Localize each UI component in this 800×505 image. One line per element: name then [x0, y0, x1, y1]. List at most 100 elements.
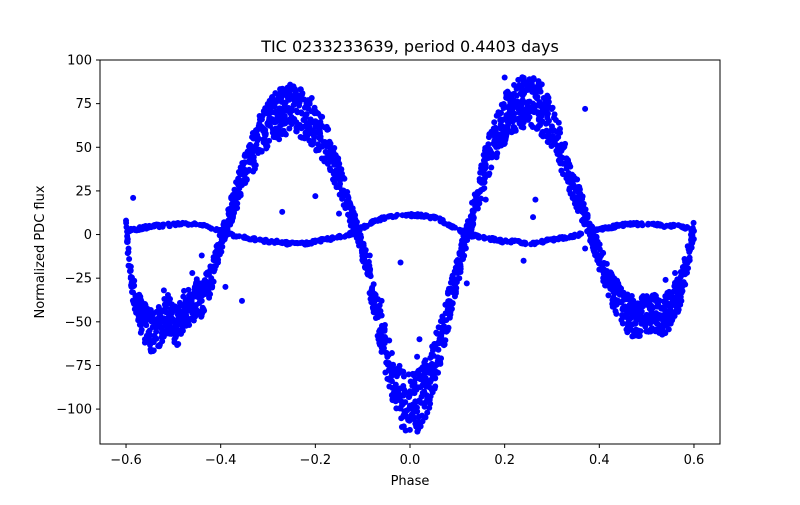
x-axis-ticks: −0.6 −0.4 −0.2 0.0 0.2 0.4 0.6 [110, 444, 704, 468]
data-point [372, 315, 379, 322]
data-point [596, 252, 603, 259]
data-point [580, 219, 587, 226]
data-point [146, 327, 153, 334]
data-point [124, 235, 131, 242]
data-point [662, 330, 669, 337]
data-point [547, 137, 554, 144]
data-point-secondary [191, 220, 198, 227]
data-point [171, 336, 178, 343]
data-point-secondary [364, 222, 371, 229]
data-point [369, 287, 376, 294]
data-point [454, 269, 461, 276]
data-point [619, 312, 626, 318]
data-point [572, 176, 579, 183]
data-point [605, 292, 612, 299]
data-point [336, 173, 343, 180]
data-point [473, 196, 480, 203]
data-point [446, 298, 453, 305]
y-tick-label: 50 [75, 141, 92, 156]
data-point [587, 236, 594, 243]
data-point-outlier [596, 266, 603, 273]
data-point [334, 168, 341, 175]
data-point [255, 135, 262, 142]
data-point [618, 285, 625, 292]
data-point [424, 409, 431, 416]
data-point [495, 143, 502, 150]
data-point [243, 152, 250, 159]
y-tick-label: −75 [65, 359, 92, 374]
data-point [434, 330, 441, 337]
data-point [513, 92, 520, 99]
data-point [610, 289, 617, 296]
data-point [383, 350, 390, 357]
data-point [309, 141, 316, 148]
data-point [667, 304, 674, 311]
data-point [123, 217, 130, 224]
data-point [321, 139, 328, 146]
data-point [302, 112, 309, 119]
data-point-secondary [668, 222, 675, 229]
data-point [197, 311, 204, 318]
data-point [158, 333, 165, 340]
data-point [638, 313, 645, 320]
data-point [298, 109, 305, 116]
data-point [501, 140, 508, 147]
data-point [294, 123, 301, 130]
data-point [493, 154, 500, 161]
data-point [191, 286, 198, 293]
data-point [301, 104, 308, 111]
data-point [459, 238, 466, 245]
data-point-secondary [334, 234, 341, 241]
data-point [415, 418, 422, 425]
data-point [184, 301, 191, 308]
data-point [263, 145, 270, 152]
data-point [282, 131, 289, 138]
data-point [234, 205, 241, 212]
data-point [331, 161, 338, 168]
data-point [126, 256, 133, 263]
data-point [249, 134, 256, 141]
data-point [336, 183, 343, 190]
data-point [265, 121, 272, 128]
data-point [301, 135, 308, 142]
data-point [582, 214, 589, 221]
data-point [242, 179, 249, 186]
data-point-secondary [611, 224, 618, 231]
data-point-secondary [300, 239, 307, 246]
data-point-outlier [610, 280, 617, 287]
data-point [321, 155, 328, 162]
data-point [642, 320, 649, 327]
data-point [372, 291, 379, 298]
data-point-secondary [431, 213, 438, 220]
data-point-secondary [208, 225, 215, 232]
data-point-secondary [160, 221, 167, 228]
data-point [127, 275, 134, 282]
data-point [690, 219, 697, 226]
data-point [676, 287, 683, 294]
data-point [422, 357, 429, 364]
data-point [585, 222, 592, 229]
data-point [657, 315, 664, 322]
data-point [529, 88, 536, 95]
data-point [315, 141, 322, 148]
data-point [482, 147, 489, 154]
data-point [519, 112, 526, 119]
data-point-secondary [515, 238, 522, 245]
data-point [493, 112, 500, 119]
data-point-secondary [644, 221, 651, 228]
data-point [336, 191, 343, 198]
data-point [627, 322, 634, 329]
data-point [136, 321, 143, 328]
data-point [409, 370, 416, 377]
data-point [477, 179, 484, 186]
data-point [203, 283, 210, 290]
data-point [127, 267, 134, 274]
data-point [555, 119, 562, 126]
data-point-secondary [605, 224, 612, 231]
data-point [414, 408, 421, 415]
data-point-secondary [125, 228, 132, 235]
data-point [204, 269, 211, 276]
data-point-secondary [394, 211, 401, 218]
data-point [664, 289, 671, 296]
